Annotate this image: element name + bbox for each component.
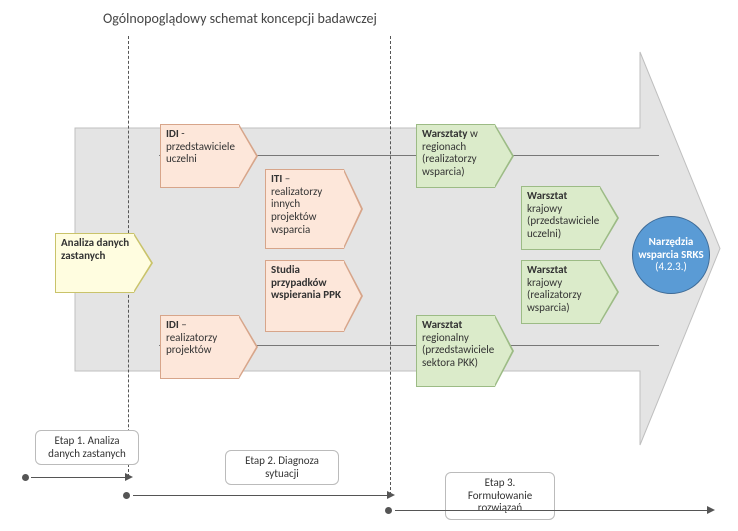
node-label: IDI – realizatorzy projektów [166,319,236,357]
arrowhead-icon [387,491,395,499]
node-studia: Studia przypadków wspierania PPK [265,260,361,330]
node-w1: Warsztaty w regionach (realizatorzy wspa… [416,124,512,186]
node-label: ITI – realizatorzy innych projektów wspa… [271,173,341,236]
node-iti: ITI – realizatorzy innych projektów wspa… [265,169,361,247]
timeline-dot [22,474,29,481]
arrowhead-icon [125,473,133,481]
circle-label: Narzędzia wsparcia SRKS (4.2.3.) [633,232,709,278]
node-w2: Warsztat krajowy (przedstawiciele uczeln… [521,186,617,248]
node-label: IDI - przedstawiciele uczelni [166,128,236,166]
node-label: Warsztat krajowy (przedstawiciele uczeln… [527,190,597,241]
stage-s3: Etap 3. Formułowanie rozwiązań [445,472,555,520]
arrowhead-icon [707,506,715,514]
node-w3: Warsztat krajowy (realizatorzy wsparcia) [521,260,617,322]
node-label: Studia przypadków wspierania PPK [271,264,341,302]
stage-s1: Etap 1. Analiza danych zastanych [35,430,139,465]
timeline-arrow [133,495,387,496]
node-label: Warsztat krajowy (realizatorzy wsparcia) [527,264,597,315]
node-label: Analiza danych zastanych [61,237,131,262]
node-output-circle: Narzędzia wsparcia SRKS (4.2.3.) [632,216,710,294]
stage-s2: Etap 2. Diagnoza sytuacji [225,450,339,485]
phase-divider [390,36,391,495]
node-w4: Warsztat regionalny (przedstawiciele sek… [416,315,512,385]
node-idi1: IDI - przedstawiciele uczelni [160,124,256,186]
node-label: Warsztat regionalny (przedstawiciele sek… [422,319,492,370]
timeline-dot [385,507,392,514]
timeline-arrow [31,477,125,478]
node-idi2: IDI – realizatorzy projektów [160,315,256,377]
node-label: Warsztaty w regionach (realizatorzy wspa… [422,128,492,179]
node-analiza: Analiza danych zastanych [55,233,151,291]
timeline-arrow [395,510,707,511]
timeline-dot [123,492,130,499]
